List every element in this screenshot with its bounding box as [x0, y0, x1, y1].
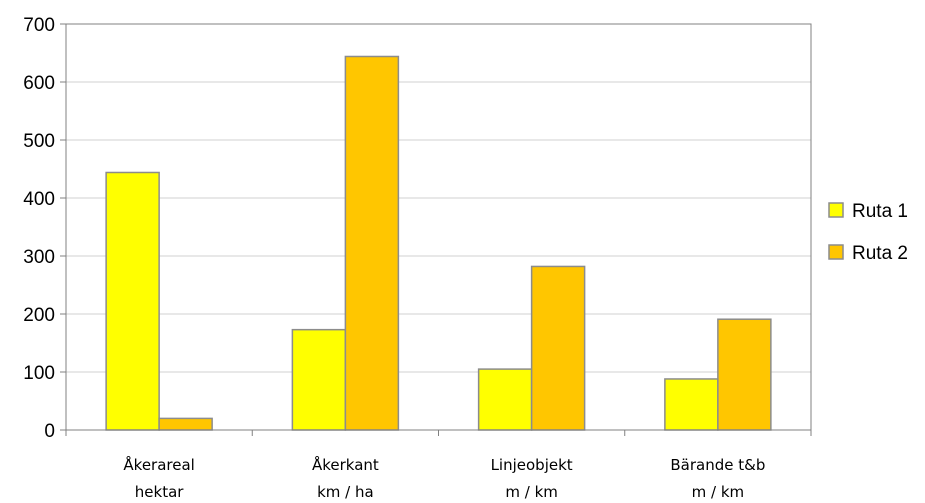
y-tick-label: 700 — [23, 15, 55, 36]
x-category-sublabel: hektar — [135, 483, 184, 501]
bar-ruta-2-cat-1 — [344, 55, 400, 431]
y-tick-label: 400 — [23, 189, 55, 210]
legend: Ruta 1 Ruta 2 — [828, 201, 908, 264]
x-category-label: Åkerkant — [312, 455, 379, 474]
y-tick-label: 300 — [23, 247, 55, 268]
bars — [105, 55, 772, 431]
x-category-sublabel: km / ha — [317, 483, 374, 501]
bar-ruta-1-cat-3 — [664, 378, 719, 431]
x-category-label: Åkerareal — [123, 455, 194, 474]
y-tick-label: 600 — [23, 73, 55, 94]
bar-ruta-1-cat-0 — [105, 171, 160, 431]
axes — [60, 23, 812, 436]
legend-label: Ruta 1 — [852, 201, 908, 222]
x-category-label: Linjeobjekt — [491, 456, 573, 474]
x-axis-category-labels: Åkerareal hektar Åkerkant km / ha Linjeobjek… — [123, 455, 765, 501]
legend-swatch — [828, 244, 844, 260]
x-category-sublabel: m / km — [692, 483, 745, 501]
bar-ruta-2-cat-0 — [158, 417, 213, 431]
x-category-sublabel: m / km — [505, 483, 558, 501]
x-category-label: Bärande t&b — [670, 456, 765, 474]
legend-label: Ruta 2 — [852, 243, 908, 264]
plot-area-frame — [65, 23, 812, 431]
bar-ruta-1-cat-1 — [291, 328, 347, 431]
gridlines — [66, 81, 811, 373]
y-tick-label: 100 — [23, 363, 55, 384]
bar-ruta-1-cat-2 — [477, 368, 533, 431]
y-tick-label: 0 — [44, 421, 55, 442]
y-axis-tick-labels: 0 100 200 300 400 500 600 700 — [23, 15, 55, 442]
bar-ruta-2-cat-3 — [717, 318, 772, 431]
y-tick-label: 500 — [23, 131, 55, 152]
y-tick-label: 200 — [23, 305, 55, 326]
legend-swatch — [828, 202, 844, 218]
bar-ruta-2-cat-2 — [530, 265, 586, 431]
